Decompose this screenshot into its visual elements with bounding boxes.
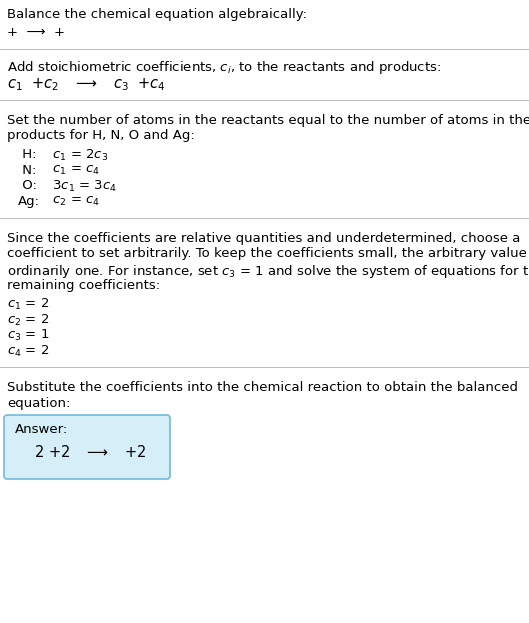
Text: 2 +2   $\longrightarrow$   +2: 2 +2 $\longrightarrow$ +2 bbox=[25, 444, 147, 460]
Text: 3$c_1$ = 3$c_4$: 3$c_1$ = 3$c_4$ bbox=[44, 179, 117, 194]
Text: +  ⟶  +: + ⟶ + bbox=[7, 26, 65, 39]
Text: Ag:: Ag: bbox=[18, 194, 40, 207]
Text: products for H, N, O and Ag:: products for H, N, O and Ag: bbox=[7, 130, 195, 143]
Text: coefficient to set arbitrarily. To keep the coefficients small, the arbitrary va: coefficient to set arbitrarily. To keep … bbox=[7, 247, 529, 260]
Text: $c_1$ = 2$c_3$: $c_1$ = 2$c_3$ bbox=[44, 148, 108, 163]
Text: $c_4$ = 2: $c_4$ = 2 bbox=[7, 343, 49, 359]
Text: equation:: equation: bbox=[7, 396, 70, 409]
Text: Add stoichiometric coefficients, $c_i$, to the reactants and products:: Add stoichiometric coefficients, $c_i$, … bbox=[7, 59, 441, 76]
Text: Substitute the coefficients into the chemical reaction to obtain the balanced: Substitute the coefficients into the che… bbox=[7, 381, 518, 394]
Text: Since the coefficients are relative quantities and underdetermined, choose a: Since the coefficients are relative quan… bbox=[7, 232, 521, 245]
Text: $c_1$  +$c_2$   $\longrightarrow$   $c_3$  +$c_4$: $c_1$ +$c_2$ $\longrightarrow$ $c_3$ +$c… bbox=[7, 77, 166, 93]
Text: H:: H: bbox=[18, 148, 37, 161]
Text: Balance the chemical equation algebraically:: Balance the chemical equation algebraica… bbox=[7, 8, 307, 21]
Text: O:: O: bbox=[18, 179, 37, 192]
Text: $c_2$ = 2: $c_2$ = 2 bbox=[7, 313, 49, 328]
Text: ordinarily one. For instance, set $c_3$ = 1 and solve the system of equations fo: ordinarily one. For instance, set $c_3$ … bbox=[7, 263, 529, 280]
Text: remaining coefficients:: remaining coefficients: bbox=[7, 278, 160, 292]
Text: $c_1$ = 2: $c_1$ = 2 bbox=[7, 297, 49, 312]
Text: $c_3$ = 1: $c_3$ = 1 bbox=[7, 328, 49, 343]
Text: Set the number of atoms in the reactants equal to the number of atoms in the: Set the number of atoms in the reactants… bbox=[7, 114, 529, 127]
Text: Answer:: Answer: bbox=[15, 423, 68, 436]
Text: N:: N: bbox=[18, 163, 37, 176]
Text: $c_1$ = $c_4$: $c_1$ = $c_4$ bbox=[44, 163, 100, 176]
FancyBboxPatch shape bbox=[4, 415, 170, 479]
Text: $c_2$ = $c_4$: $c_2$ = $c_4$ bbox=[44, 194, 100, 207]
